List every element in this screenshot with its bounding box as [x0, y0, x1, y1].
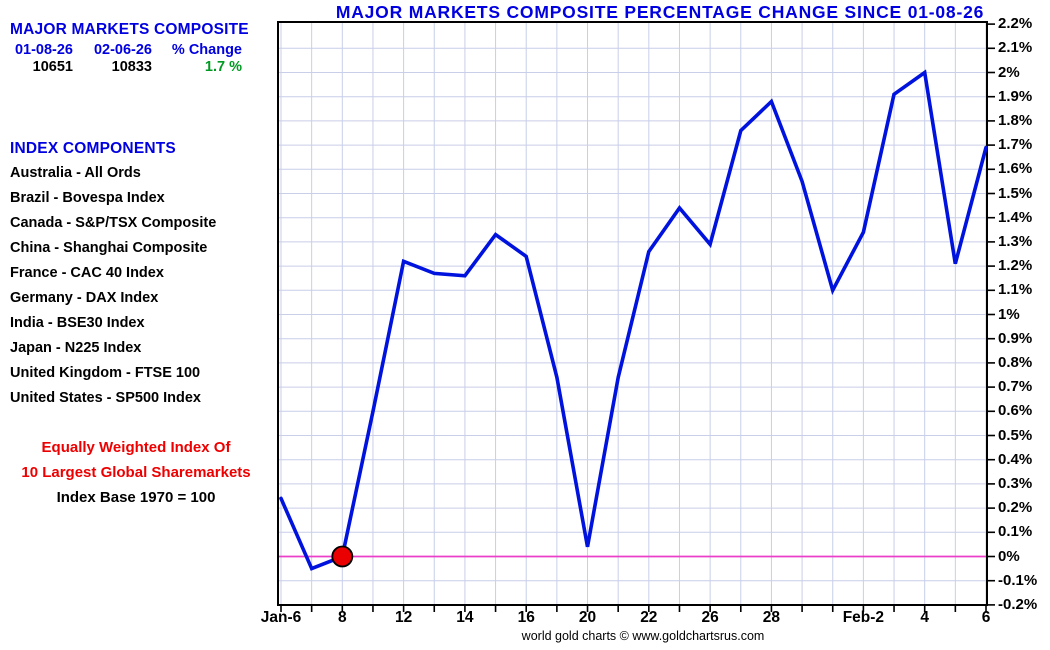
component-item: Australia - All Ords — [10, 165, 141, 181]
base-date-marker — [331, 545, 354, 568]
y-axis-label: -0.2% — [998, 595, 1038, 613]
note-ten-largest: 10 Largest Global Sharemarkets — [21, 464, 251, 481]
composite-summary-table: 01-08-26 02-06-26 % Change 10651 10833 1… — [10, 42, 264, 76]
y-axis-label: 1.2% — [998, 257, 1033, 275]
y-axis-label: 0.7% — [998, 378, 1033, 396]
end-value: 10833 — [111, 59, 152, 75]
y-axis-label: 1.8% — [998, 111, 1033, 129]
summary-header-row: 01-08-26 02-06-26 % Change — [10, 42, 264, 59]
x-axis-label: 20 — [578, 609, 597, 626]
x-axis-label: 16 — [517, 609, 535, 626]
component-item: United States - SP500 Index — [10, 390, 201, 406]
y-axis-label: 0% — [998, 547, 1020, 565]
y-axis-label: 1.5% — [998, 184, 1033, 202]
sidebar: MAJOR MARKETS COMPOSITE 01-08-26 02-06-2… — [10, 21, 264, 510]
y-axis-label: 2% — [998, 63, 1020, 81]
y-axis-label: 1.1% — [998, 281, 1033, 299]
component-item: India - BSE30 Index — [10, 315, 145, 331]
index-notes: Equally Weighted Index Of 10 Largest Glo… — [10, 435, 262, 510]
components-list: Australia - All Ords Brazil - Bovespa Ind… — [10, 161, 264, 411]
y-axis-label: 0.2% — [998, 499, 1033, 517]
y-axis-label: 0.4% — [998, 450, 1033, 468]
x-axis-label: 8 — [337, 609, 347, 626]
x-axis-label: 28 — [762, 609, 781, 626]
component-item: Canada - S&P/TSX Composite — [10, 215, 217, 231]
component-item: Japan - N225 Index — [10, 340, 142, 356]
y-axis-label: 0.1% — [998, 523, 1033, 541]
start-value: 10651 — [32, 59, 73, 75]
y-axis-label: 2.1% — [998, 39, 1033, 57]
composite-line — [279, 69, 988, 571]
x-axis-label: 14 — [456, 609, 474, 626]
note-index-base: Index Base 1970 = 100 — [56, 489, 216, 506]
y-axis-label: 0.3% — [998, 474, 1033, 492]
x-axis-label: Feb-2 — [842, 609, 885, 626]
component-item: China - Shanghai Composite — [10, 240, 208, 256]
end-date-header: 02-06-26 — [93, 42, 152, 58]
note-equally-weighted: Equally Weighted Index Of — [41, 439, 231, 456]
x-axis-label: 26 — [701, 609, 719, 626]
x-axis-label: Jan-6 — [260, 609, 302, 626]
chart-footer: world gold charts © www.goldchartsrus.co… — [521, 629, 765, 643]
y-axis-label: 0.6% — [998, 402, 1033, 420]
change-header: % Change — [171, 42, 242, 58]
y-axis-label: 1.3% — [998, 232, 1033, 250]
y-axis-label: 1.7% — [998, 136, 1033, 154]
y-axis-label: 1% — [998, 305, 1020, 323]
x-axis-label: 12 — [394, 609, 413, 626]
start-date-header: 01-08-26 — [14, 42, 73, 58]
component-item: Germany - DAX Index — [10, 290, 159, 306]
plot-frame — [277, 21, 988, 606]
chart-title: MAJOR MARKETS COMPOSITE PERCENTAGE CHANG… — [335, 2, 985, 22]
y-axis-label: 1.6% — [998, 160, 1033, 178]
y-axis-label: 2.2% — [998, 15, 1033, 33]
components-heading: INDEX COMPONENTS — [10, 140, 176, 157]
y-axis-label: 0.8% — [998, 353, 1033, 371]
x-axis-label: 22 — [640, 609, 658, 626]
component-item: United Kingdom - FTSE 100 — [10, 365, 201, 381]
summary-value-row: 10651 10833 1.7 % — [10, 59, 264, 76]
x-axis-label: 6 — [981, 609, 991, 626]
x-axis-label: 4 — [920, 609, 929, 626]
y-axis-label: 1.4% — [998, 208, 1033, 226]
composite-heading: MAJOR MARKETS COMPOSITE — [10, 21, 249, 38]
component-item: Brazil - Bovespa Index — [10, 190, 165, 206]
change-value: 1.7 % — [204, 59, 242, 75]
y-axis-label: 0.9% — [998, 329, 1033, 347]
y-axis-label: 1.9% — [998, 87, 1033, 105]
y-axis-label: 0.5% — [998, 426, 1033, 444]
component-item: France - CAC 40 Index — [10, 265, 164, 281]
y-axis-label: -0.1% — [998, 571, 1038, 589]
